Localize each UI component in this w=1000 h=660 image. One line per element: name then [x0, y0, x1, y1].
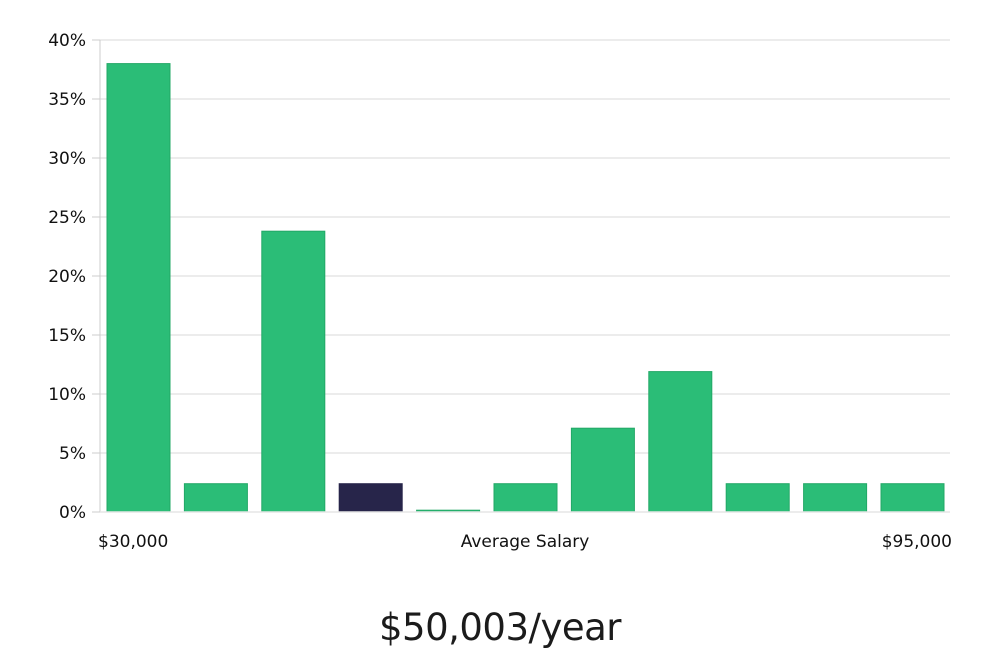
y-tick-label: 5%	[59, 444, 86, 464]
histogram-bar	[648, 371, 713, 513]
y-tick-label: 0%	[59, 503, 86, 523]
histogram-bar-highlighted	[338, 483, 403, 513]
histogram-bar	[106, 63, 171, 513]
histogram-bar	[803, 483, 868, 513]
x-tick-max-salary: $95,000	[882, 532, 952, 552]
histogram-bar	[261, 230, 326, 513]
x-tick-min-salary: $30,000	[98, 532, 168, 552]
histogram-bar	[880, 483, 945, 513]
y-tick-label: 15%	[48, 326, 86, 346]
y-tick-label: 25%	[48, 208, 86, 228]
y-axis-ticks: 0% 5% 10% 15% 20% 25% 30% 35% 40%	[48, 31, 100, 523]
salary-histogram: 0% 5% 10% 15% 20% 25% 30% 35% 40% $30,000 Averag…	[48, 31, 952, 552]
histogram-bar	[725, 483, 790, 513]
y-tick-label: 35%	[48, 90, 86, 110]
y-tick-label: 20%	[48, 267, 86, 287]
histogram-bars	[106, 63, 945, 513]
y-tick-label: 30%	[48, 149, 86, 169]
histogram-bar	[183, 483, 248, 513]
histogram-bar	[570, 427, 635, 513]
x-axis-label: Average Salary	[461, 532, 590, 552]
y-tick-label: 10%	[48, 385, 86, 405]
y-tick-label: 40%	[48, 31, 86, 51]
gridlines	[100, 39, 950, 454]
histogram-bar	[493, 483, 558, 513]
average-salary-value: $50,003/year	[378, 606, 622, 649]
